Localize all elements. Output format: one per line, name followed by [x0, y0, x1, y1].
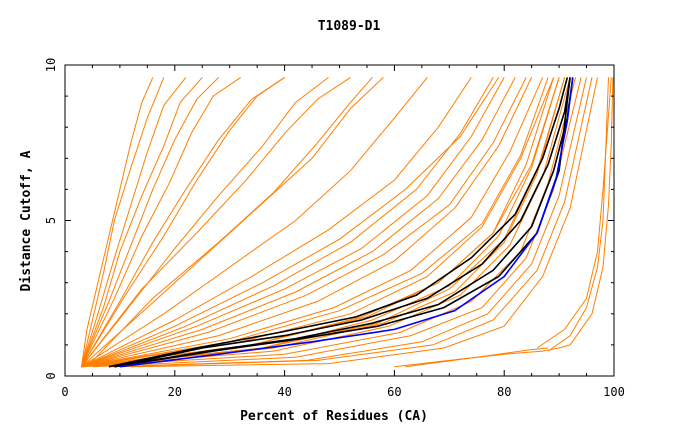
bulk-series-line — [81, 77, 203, 367]
x-axis-label: Percent of Residues (CA) — [240, 409, 428, 424]
bulk-series-line — [81, 77, 187, 367]
y-tick-label: 0 — [44, 372, 58, 379]
highlight-series-line — [108, 77, 569, 368]
bulk-series-line — [81, 76, 241, 367]
bulk-series-line — [81, 77, 527, 368]
bulk-series-line — [81, 77, 329, 368]
x-tick-label: 60 — [387, 385, 401, 399]
bulk-series-line — [547, 77, 609, 352]
bulk-series-line — [81, 77, 516, 368]
bulk-series-line — [81, 77, 472, 368]
axis-ticks: 0 20 40 60 80 100 0 5 10 — [44, 58, 625, 399]
bulk-series-line — [92, 77, 582, 368]
bulk-series-line — [81, 76, 351, 368]
y-tick-label: 10 — [44, 58, 58, 72]
y-tick-label: 5 — [44, 217, 58, 224]
bulk-series-line — [81, 77, 428, 368]
highlight-series-line — [114, 77, 571, 368]
plot-lines — [81, 76, 614, 368]
bulk-series-line — [81, 77, 533, 368]
bulk-series-line — [405, 347, 549, 368]
bulk-series-line — [81, 77, 566, 368]
y-axis-label: Distance Cutoff, A — [19, 150, 34, 291]
bulk-series-line — [569, 77, 614, 346]
x-tick-label: 0 — [61, 385, 68, 399]
bulk-series-line — [81, 77, 505, 368]
bulk-series-line — [81, 77, 154, 367]
bulk-series-line — [81, 77, 560, 368]
bulk-series-line — [81, 77, 560, 368]
bulk-series-line — [81, 77, 577, 368]
chart-title: T1089-D1 — [318, 19, 381, 34]
bulk-series-line — [81, 77, 500, 368]
x-tick-label: 80 — [497, 385, 511, 399]
bulk-series-line — [81, 76, 285, 367]
bulk-series-line — [130, 77, 598, 368]
bulk-series-line — [536, 77, 612, 349]
x-tick-label: 20 — [168, 385, 182, 399]
x-tick-label: 100 — [603, 385, 625, 399]
x-tick-label: 40 — [277, 385, 291, 399]
bulk-series-line — [81, 77, 165, 367]
bulk-series-line — [81, 77, 220, 367]
bulk-series-line — [394, 344, 571, 368]
bulk-series-line — [86, 77, 373, 368]
bulk-series-line — [81, 76, 285, 367]
bulk-series-line — [119, 77, 593, 368]
reference-series-line — [119, 77, 574, 368]
bulk-series-line — [81, 77, 494, 368]
bulk-series-line — [81, 77, 544, 368]
